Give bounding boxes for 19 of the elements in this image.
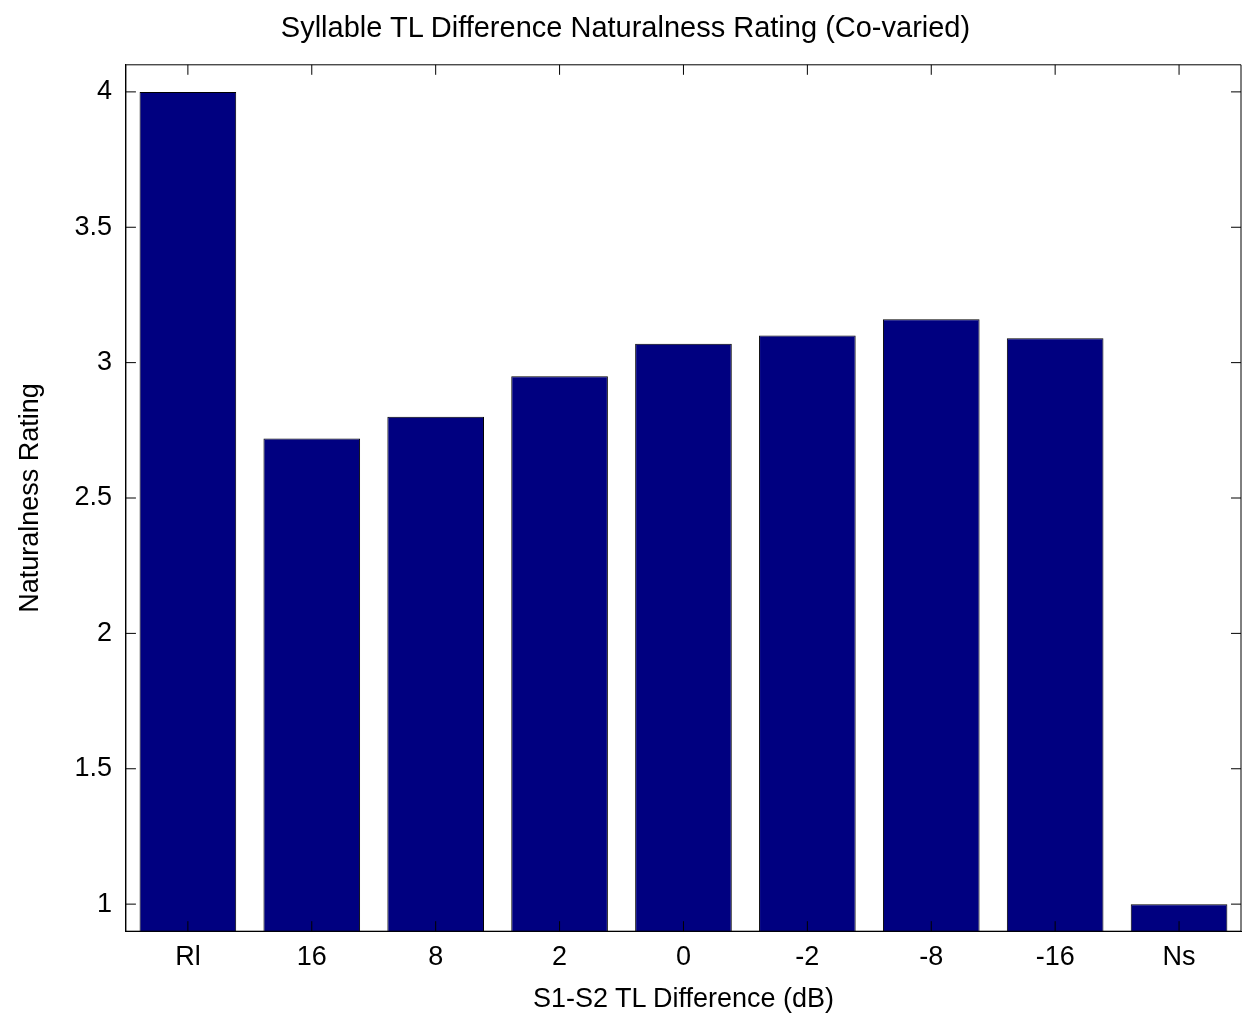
x-axis-title: S1-S2 TL Difference (dB): [532, 983, 835, 1014]
x-tick-label: -2: [795, 940, 820, 971]
y-tick-label: 2.5: [74, 481, 112, 512]
y-tick-label: 1: [96, 887, 112, 918]
y-tick-label: 1.5: [74, 752, 112, 783]
x-tick-label: 8: [428, 940, 444, 971]
x-tick-label: -8: [919, 940, 944, 971]
x-tick-label: Rl: [175, 940, 201, 971]
x-tick-label: 16: [296, 940, 327, 971]
x-tick-label: 0: [675, 940, 691, 971]
y-tick-label: 2: [96, 616, 112, 647]
x-tick-label: Ns: [1162, 940, 1196, 971]
y-tick-label: 3: [96, 346, 112, 377]
x-tick-label: 2: [552, 940, 568, 971]
chart-title: Syllable TL Difference Naturalness Rating (Co-varied): [280, 11, 971, 44]
y-axis-title: Naturalness Rating: [13, 383, 44, 613]
x-tick-label: -16: [1035, 940, 1075, 971]
y-tick-label: 3.5: [74, 210, 112, 241]
y-tick-label: 4: [96, 75, 112, 106]
